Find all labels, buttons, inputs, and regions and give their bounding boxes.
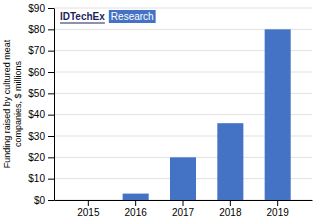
bar xyxy=(170,157,196,200)
y-tick-mark xyxy=(48,200,54,201)
y-tick: $60 xyxy=(28,67,54,78)
x-tick-mark xyxy=(183,200,184,206)
y-tick-mark xyxy=(48,51,54,52)
x-tick: 2019 xyxy=(267,200,290,218)
y-tick: $50 xyxy=(28,88,54,99)
grid-line xyxy=(54,8,312,9)
y-axis-title-line: companies, $ millions xyxy=(13,60,23,147)
x-tick-mark xyxy=(88,200,89,206)
y-tick-label: $10 xyxy=(28,173,45,184)
y-axis-title: Funding raised by cultured meatcompanies… xyxy=(2,39,23,168)
y-tick-mark xyxy=(48,157,54,158)
bars xyxy=(123,29,291,200)
y-tick-label: $70 xyxy=(28,45,45,56)
y-tick-mark xyxy=(48,8,54,9)
y-tick: $30 xyxy=(28,131,54,142)
y-axis: $0 $10 $20 $30 $40 $50 $60 $70 $80 $90 xyxy=(28,3,54,206)
y-tick: $90 xyxy=(28,3,54,14)
y-tick: $0 xyxy=(34,195,54,206)
y-tick-label: $80 xyxy=(28,24,45,35)
x-axis: 2015 2016 2017 2018 2019 xyxy=(55,200,313,218)
bar xyxy=(75,200,101,201)
logo-underline xyxy=(60,23,105,24)
y-tick-mark xyxy=(48,29,54,30)
grid xyxy=(54,8,312,200)
plot: 2015 2016 2017 2018 2019 $0 $10 $20 $30 $40 $50 $60… xyxy=(28,3,312,218)
y-axis-line xyxy=(54,9,55,201)
y-tick-label: $30 xyxy=(28,131,45,142)
y-tick-mark xyxy=(48,179,54,180)
x-tick: 2015 xyxy=(77,200,100,218)
x-tick-mark xyxy=(135,200,136,206)
y-tick-label: $60 xyxy=(28,67,45,78)
y-tick-mark xyxy=(48,93,54,94)
x-tick-mark xyxy=(230,200,231,206)
x-tick-label: 2015 xyxy=(77,207,100,218)
y-tick-mark xyxy=(48,136,54,137)
y-tick-label: $40 xyxy=(28,109,45,120)
bar xyxy=(123,194,149,200)
y-tick: $40 xyxy=(28,109,54,120)
y-tick: $10 xyxy=(28,173,54,184)
y-tick-label: $50 xyxy=(28,88,45,99)
y-tick: $80 xyxy=(28,24,54,35)
x-tick: 2018 xyxy=(219,200,242,218)
x-tick-label: 2016 xyxy=(125,207,148,218)
chart-container: 2015 2016 2017 2018 2019 $0 $10 $20 $30 $40 $50 $60… xyxy=(0,0,320,220)
x-tick-mark xyxy=(277,200,278,206)
bar xyxy=(265,29,291,200)
x-tick: 2017 xyxy=(172,200,195,218)
y-tick: $70 xyxy=(28,45,54,56)
bar xyxy=(217,123,243,200)
y-tick-mark xyxy=(48,72,54,73)
y-tick-mark xyxy=(48,115,54,116)
x-tick-label: 2018 xyxy=(219,207,242,218)
logo-box xyxy=(109,10,156,23)
logo: IDTechEx Research xyxy=(60,10,156,23)
logo-text: Research xyxy=(111,11,154,22)
y-tick-label: $0 xyxy=(34,195,46,206)
chart: 2015 2016 2017 2018 2019 $0 $10 $20 $30 $40 $50 $60… xyxy=(0,0,320,220)
y-tick-label: $20 xyxy=(28,152,45,163)
y-tick: $20 xyxy=(28,152,54,163)
x-tick-label: 2019 xyxy=(267,207,290,218)
y-tick-label: $90 xyxy=(28,3,45,14)
x-tick: 2016 xyxy=(125,200,148,218)
logo-text: IDTechEx xyxy=(60,11,105,22)
x-tick-label: 2017 xyxy=(172,207,195,218)
y-axis-title-line: Funding raised by cultured meat xyxy=(2,39,12,168)
